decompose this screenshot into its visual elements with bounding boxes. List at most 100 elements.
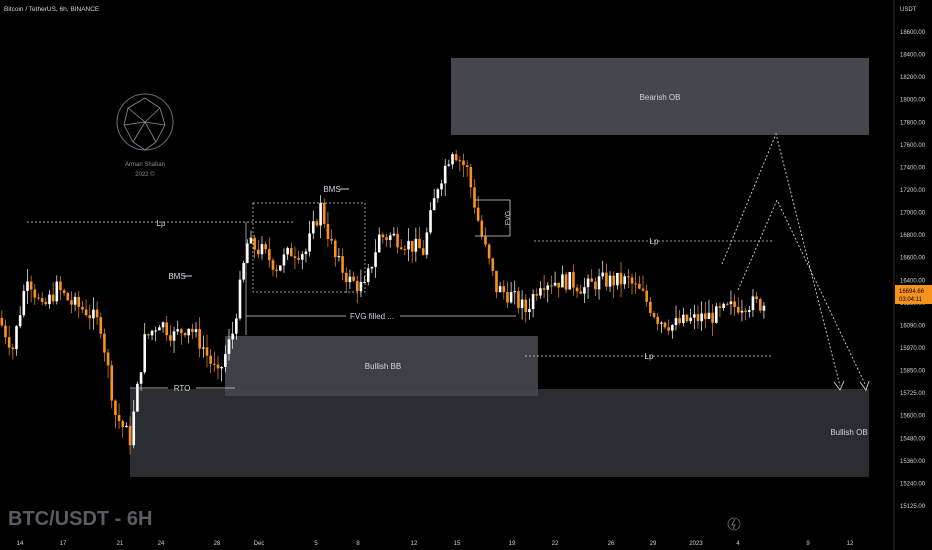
candle-body (605, 272, 608, 287)
logo-sub: 2022 © (135, 171, 155, 178)
candle-body (740, 310, 744, 313)
candle-body (476, 207, 480, 221)
candle-body (619, 272, 623, 285)
time-tick-labels: 14 17 21 24 28 Dec 5 8 12 15 19 22 26 29 2023 4 9 12 (17, 541, 854, 547)
candle-body (319, 203, 322, 226)
candle-body (128, 425, 132, 446)
bullish-ob-zone[interactable] (130, 389, 869, 477)
candle-body (509, 292, 513, 303)
candle-body (18, 315, 22, 327)
candle-body (363, 281, 366, 283)
candle-body (191, 328, 194, 332)
candle-body (278, 265, 282, 271)
candle-body (674, 318, 678, 326)
candle-body (564, 274, 568, 290)
price-tick-label: 16600.00 (900, 256, 926, 262)
candle-body (689, 317, 692, 322)
candle-body (246, 243, 249, 264)
rto-label: RTO (174, 384, 191, 393)
time-tick-label: 24 (158, 541, 165, 547)
candle-body (495, 270, 498, 293)
price-tick-label: 17200.00 (900, 188, 926, 194)
candle-body (392, 233, 396, 236)
candle-body (425, 232, 429, 255)
last-price-value: 16694.66 (899, 289, 925, 295)
candle-body (638, 283, 641, 289)
bearish-ob-zone[interactable] (451, 58, 869, 135)
candle-body (579, 291, 583, 294)
candle-body (216, 364, 220, 369)
candle-body (630, 277, 634, 284)
candle-body (758, 299, 762, 311)
candle-body (377, 234, 381, 253)
candle-body (264, 244, 267, 250)
candle-body (304, 251, 308, 255)
candle-body (257, 249, 260, 255)
candle-body (744, 310, 747, 312)
candle-body (443, 165, 447, 184)
lp-right-top-label: Lp (650, 237, 659, 246)
time-tick-label: 19 (509, 541, 516, 547)
price-tick-label: 18400.00 (900, 53, 926, 59)
candle-body (92, 309, 95, 319)
candle-body (601, 272, 605, 277)
candle-body (410, 240, 414, 252)
candle-body (421, 248, 425, 255)
time-tick-label: 12 (411, 541, 418, 547)
price-axis[interactable]: USDT 18600.00 18400.00 18200.00 18000.00 178… (893, 0, 932, 550)
candle-body (355, 280, 359, 291)
lightning-icon[interactable] (727, 517, 741, 531)
price-tick-label: 15850.00 (900, 369, 926, 375)
candle-body (682, 314, 685, 324)
annotations-layer: Lp Lp Lp BMS BMS FVG filled ... FVG RTO (27, 132, 870, 393)
candle-body (747, 310, 751, 312)
projection-arrow-2-icon (859, 380, 870, 391)
bullish-bb-zone[interactable] (225, 336, 538, 396)
candle-body (161, 322, 165, 328)
candle-body (557, 282, 561, 288)
time-tick-label: 17 (60, 541, 67, 547)
candle-body (70, 300, 73, 305)
candle-body (385, 237, 388, 240)
lp-left-label: Lp (157, 219, 166, 228)
time-axis[interactable]: 14 17 21 24 28 Dec 5 8 12 15 19 22 26 29 2023 4 9 12 (17, 541, 854, 547)
candle-body (81, 306, 84, 310)
candle-body (542, 288, 546, 290)
candle-body (399, 247, 403, 250)
price-tick-label: 15480.00 (900, 436, 926, 442)
price-tick-label: 15240.00 (900, 481, 926, 487)
price-tick-label: 16090.00 (900, 323, 926, 329)
candle-body (282, 254, 286, 266)
price-tick-label: 17800.00 (900, 120, 926, 126)
candle-body (381, 234, 385, 238)
price-tick-label: 17400.00 (900, 165, 926, 171)
last-price-countdown: 03:04:11 (899, 297, 923, 303)
candle-body (429, 210, 432, 233)
candle-body (183, 332, 187, 336)
candle-body (487, 244, 491, 259)
candle-body (473, 187, 476, 208)
candle-body (95, 309, 99, 318)
last-price-badge (895, 285, 932, 304)
candle-body (315, 221, 319, 226)
candle-body (407, 240, 410, 250)
candle-body (26, 281, 29, 291)
time-tick-label: 2023 (689, 541, 703, 547)
candle-body (33, 289, 37, 298)
candle-body (154, 330, 158, 332)
candle-body (531, 294, 535, 309)
logo: Arman Shaban 2022 © (116, 93, 174, 178)
candle-body (180, 329, 183, 333)
candle-body (641, 288, 645, 291)
candle-body (553, 282, 557, 286)
candle-body (143, 334, 147, 373)
candle-body (469, 166, 473, 188)
candle-body (568, 272, 572, 290)
candle-body (333, 240, 337, 258)
candle-body (132, 411, 136, 446)
candle-body (172, 331, 176, 341)
candle-body (528, 308, 531, 313)
candle-body (15, 326, 18, 350)
candle-body (352, 276, 355, 281)
